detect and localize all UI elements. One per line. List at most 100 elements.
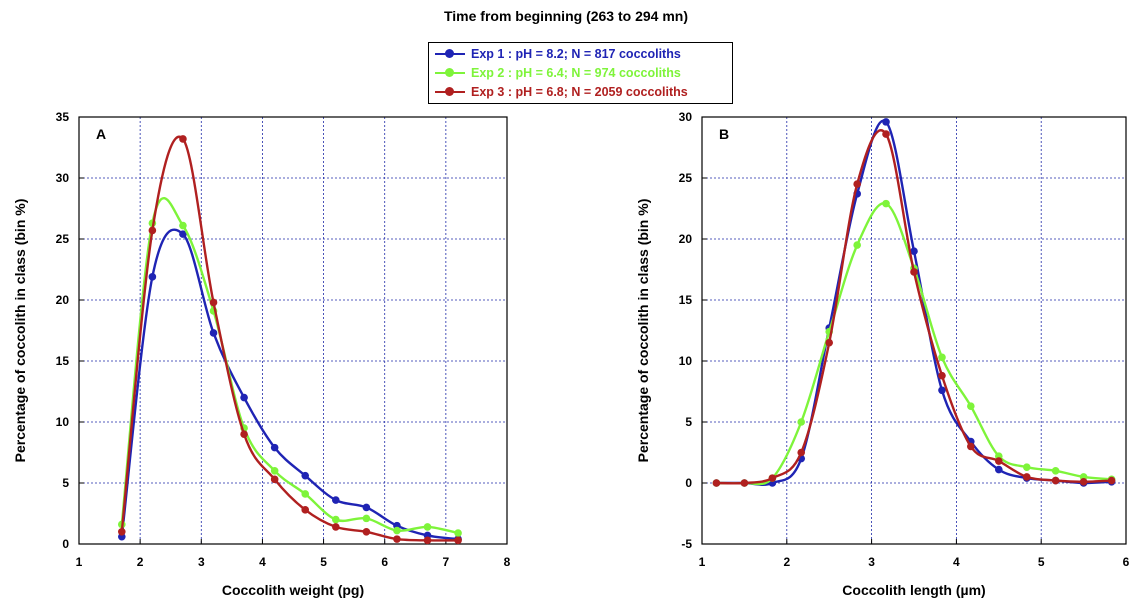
legend-label: Exp 2 : pH = 6.4; N = 974 coccoliths	[471, 66, 681, 80]
y-tick-label: -5	[681, 537, 692, 551]
legend: Exp 1 : pH = 8.2; N = 817 coccoliths Exp…	[428, 42, 733, 104]
y-tick-label: 30	[679, 110, 693, 124]
data-point	[1051, 476, 1060, 485]
data-point	[423, 536, 432, 545]
panel-label: A	[96, 126, 106, 142]
x-tick-label: 5	[320, 555, 327, 569]
data-point	[938, 386, 946, 395]
legend-label: Exp 1 : pH = 8.2; N = 817 coccoliths	[471, 47, 681, 61]
y-tick-label: 25	[56, 232, 70, 246]
data-point	[179, 230, 187, 238]
data-point	[118, 528, 126, 536]
x-tick-label: 1	[699, 555, 706, 569]
panel-label: B	[719, 126, 729, 142]
figure-title: Time from beginning (263 to 294 mn)	[443, 8, 688, 24]
y-tick-label: 0	[62, 537, 69, 551]
data-point	[393, 535, 401, 543]
data-point	[853, 241, 861, 249]
y-tick-label: 10	[679, 354, 693, 368]
data-point	[825, 338, 833, 347]
data-point	[768, 474, 777, 482]
data-point	[797, 418, 806, 426]
data-point	[240, 393, 248, 402]
data-point	[270, 443, 279, 452]
legend-label: Exp 3 : pH = 6.8; N = 2059 coccoliths	[471, 85, 688, 99]
chart-panel-a: 1 2 3 4 5 6 7 8 0 5 10 15 20 25 30 35 Coccolith weight (…	[12, 110, 511, 598]
y-tick-label: 15	[56, 354, 70, 368]
legend-swatch-marker	[445, 68, 454, 77]
data-point	[910, 247, 918, 255]
data-point	[910, 268, 918, 276]
data-point	[712, 479, 721, 487]
data-point	[995, 465, 1003, 474]
data-point	[362, 528, 371, 536]
y-tick-label: 20	[679, 232, 693, 246]
legend-item-exp2: Exp 2 : pH = 6.4; N = 974 coccoliths	[433, 64, 729, 82]
legend-swatch-marker	[445, 87, 454, 96]
data-point	[882, 199, 890, 208]
x-tick-label: 8	[504, 555, 511, 569]
data-point	[454, 536, 462, 545]
data-point	[853, 180, 861, 188]
x-axis-title: Coccolith weight (pg)	[222, 582, 364, 598]
data-point	[995, 457, 1003, 465]
data-point	[179, 135, 187, 143]
y-tick-label: 35	[56, 110, 70, 124]
data-point	[740, 479, 749, 487]
legend-item-exp3: Exp 3 : pH = 6.8; N = 2059 coccoliths	[433, 83, 729, 101]
data-point	[179, 221, 187, 230]
data-point	[1022, 463, 1031, 471]
data-point	[882, 118, 890, 126]
y-tick-label: 15	[679, 293, 693, 307]
data-point	[148, 273, 157, 281]
y-axis-title: Percentage of coccolith in class (bin %)	[635, 199, 651, 463]
y-tick-label: 25	[679, 171, 693, 185]
x-tick-label: 2	[137, 555, 144, 569]
data-point	[332, 496, 340, 504]
series-line-3	[120, 135, 459, 542]
x-tick-label: 3	[868, 555, 875, 569]
series-line-1	[120, 228, 459, 541]
y-tick-label: 5	[685, 415, 692, 429]
y-tick-label: 0	[685, 476, 692, 490]
x-tick-label: 6	[381, 555, 388, 569]
plot-frame	[701, 116, 1127, 545]
data-point	[148, 226, 157, 235]
y-tick-label: 30	[56, 171, 70, 185]
data-point	[362, 503, 371, 512]
data-point	[967, 402, 975, 410]
x-axis-title: Coccolith length (µm)	[842, 582, 985, 598]
data-point	[882, 130, 890, 138]
data-point	[301, 471, 310, 480]
data-point	[938, 353, 946, 362]
y-axis-title: Percentage of coccolith in class (bin %)	[12, 199, 28, 463]
data-point	[301, 490, 310, 498]
data-point	[270, 475, 279, 484]
data-point	[270, 467, 279, 475]
y-tick-label: 10	[56, 415, 70, 429]
data-point	[1022, 473, 1031, 481]
x-tick-label: 4	[953, 555, 960, 569]
x-tick-label: 1	[76, 555, 83, 569]
data-point	[393, 526, 401, 535]
data-point	[938, 371, 946, 380]
series-line-3	[716, 129, 1112, 485]
data-point	[209, 329, 218, 337]
x-tick-label: 3	[198, 555, 205, 569]
legend-swatch-marker	[445, 49, 454, 58]
data-point	[332, 515, 340, 524]
data-point	[301, 506, 310, 514]
x-tick-label: 2	[783, 555, 790, 569]
data-point	[209, 298, 218, 307]
x-tick-label: 6	[1123, 555, 1130, 569]
data-point	[362, 514, 371, 523]
plot-frame	[78, 116, 508, 545]
x-tick-label: 7	[443, 555, 450, 569]
data-point	[1107, 476, 1116, 485]
x-tick-label: 4	[259, 555, 266, 569]
data-point	[967, 442, 975, 451]
y-tick-label: 20	[56, 293, 70, 307]
data-point	[332, 523, 340, 531]
data-point	[1079, 477, 1088, 486]
